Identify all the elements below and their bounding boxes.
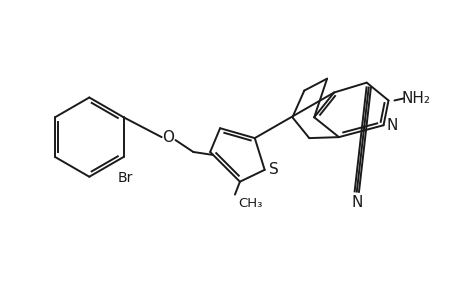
- Text: NH₂: NH₂: [401, 91, 430, 106]
- Text: N: N: [386, 118, 397, 133]
- Text: CH₃: CH₃: [237, 197, 262, 210]
- Text: N: N: [350, 195, 362, 210]
- Text: Br: Br: [118, 171, 133, 185]
- Text: O: O: [162, 130, 174, 145]
- Text: S: S: [268, 162, 278, 177]
